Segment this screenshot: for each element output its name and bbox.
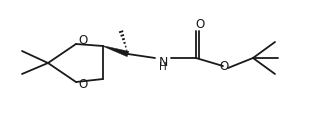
- Text: O: O: [78, 35, 88, 48]
- Text: O: O: [219, 60, 229, 73]
- Text: O: O: [195, 19, 205, 32]
- Polygon shape: [103, 46, 129, 57]
- Text: O: O: [78, 78, 88, 91]
- Text: N: N: [158, 55, 168, 69]
- Text: H: H: [159, 61, 167, 71]
